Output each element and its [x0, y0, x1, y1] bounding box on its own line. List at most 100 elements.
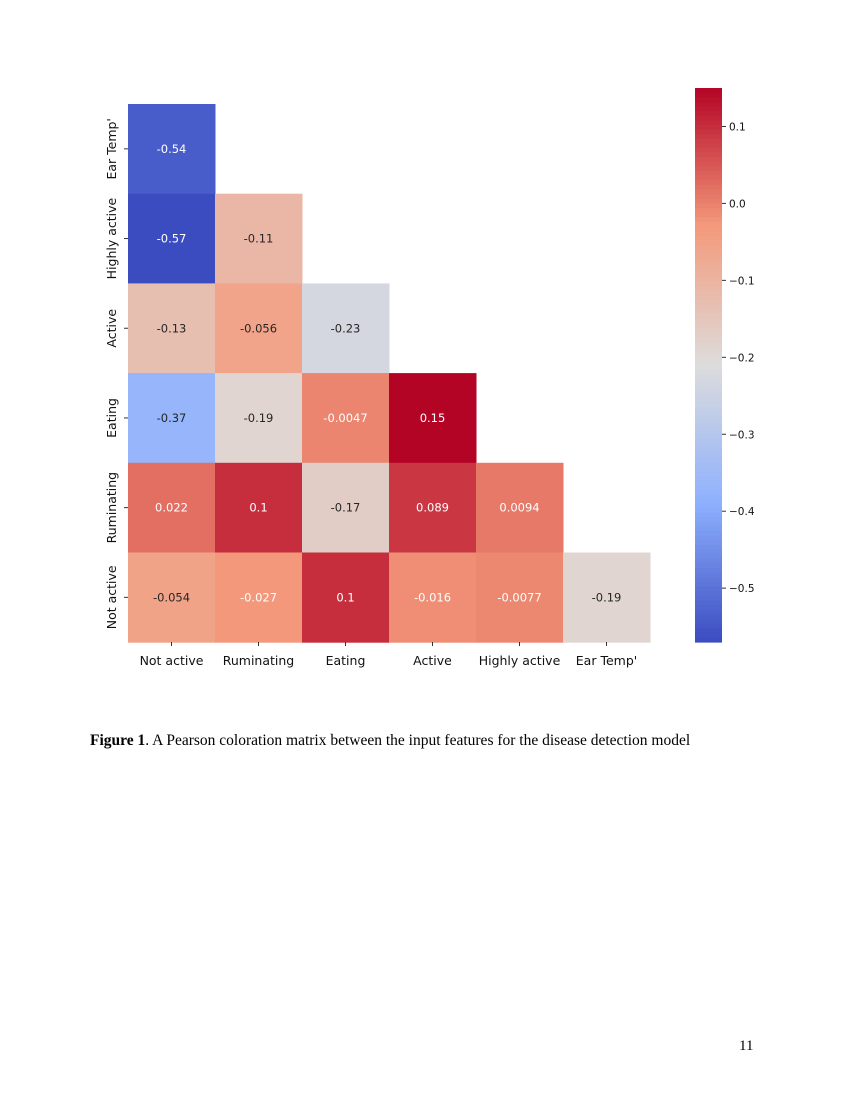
colorbar-segment — [695, 618, 722, 625]
x-tick-label: Eating — [326, 653, 366, 668]
colorbar-segment — [695, 429, 722, 435]
colorbar-segment — [695, 494, 722, 500]
colorbar-segment — [695, 623, 722, 629]
colorbar-segment — [695, 637, 722, 643]
colorbar-segment — [695, 466, 722, 472]
colorbar-segment — [695, 314, 722, 320]
cell-value-label: 0.1 — [336, 590, 354, 604]
cell-value-label: -0.027 — [240, 590, 277, 604]
x-tick-label: Ruminating — [223, 653, 295, 668]
colorbar-segment — [695, 485, 722, 491]
colorbar-segment — [695, 263, 722, 269]
colorbar-segment — [695, 189, 722, 195]
colorbar-segment — [695, 563, 722, 569]
cell-value-label: -0.19 — [244, 411, 274, 425]
colorbar-segment — [695, 166, 722, 172]
cell-value-label: -0.11 — [244, 232, 274, 246]
colorbar-segment — [695, 138, 722, 144]
heatmap-cell — [302, 462, 390, 553]
heatmap-cell — [128, 283, 216, 374]
colorbar-segment — [695, 171, 722, 177]
colorbar-segment — [695, 286, 722, 292]
heatmap-cell — [128, 552, 216, 643]
y-tick-label: Ear Temp' — [104, 118, 119, 179]
colorbar-segment — [695, 300, 722, 306]
cell-value-label: -0.054 — [153, 590, 190, 604]
colorbar-segment — [695, 558, 722, 565]
colorbar-segment — [695, 101, 722, 108]
colorbar-tick-label: 0.1 — [729, 121, 746, 133]
cell-value-label: 0.15 — [420, 411, 446, 425]
colorbar-segment — [695, 434, 722, 440]
colorbar-segment — [695, 540, 722, 546]
colorbar-segment — [695, 388, 722, 394]
colorbar-segment — [695, 438, 722, 445]
heatmap-cell — [389, 373, 477, 464]
colorbar-segment — [695, 88, 722, 94]
colorbar-segment — [695, 254, 722, 260]
colorbar-segment — [695, 281, 722, 288]
y-tick-label: Active — [104, 309, 119, 348]
colorbar-segment — [695, 323, 722, 329]
colorbar-segment — [695, 244, 722, 251]
colorbar-segment — [695, 351, 722, 357]
colorbar-segment — [695, 134, 722, 140]
colorbar-segment — [695, 406, 722, 412]
colorbar-segment — [695, 595, 722, 602]
cell-value-label: 0.089 — [416, 501, 449, 515]
colorbar-segment — [695, 632, 722, 638]
heatmap-cell — [215, 193, 303, 284]
heatmap-cell — [302, 373, 390, 464]
colorbar-tick-label: −0.2 — [729, 352, 755, 364]
colorbar-segment — [695, 235, 722, 241]
cell-value-label: -0.016 — [414, 590, 451, 604]
colorbar-segment — [695, 503, 722, 509]
colorbar-segment — [695, 521, 722, 528]
colorbar-segment — [695, 586, 722, 592]
colorbar-segment — [695, 498, 722, 505]
colorbar-segment — [695, 212, 722, 218]
y-tick-label: Ruminating — [104, 472, 119, 544]
colorbar-segment — [695, 457, 722, 463]
cell-value-label: 0.0094 — [499, 501, 539, 515]
colorbar-segment — [695, 194, 722, 200]
colorbar-segment — [695, 517, 722, 523]
heatmap-cell — [563, 552, 651, 643]
heatmap-cell — [302, 552, 390, 643]
colorbar-segment — [695, 318, 722, 325]
x-tick-label: Highly active — [479, 653, 561, 668]
heatmap-cell — [128, 462, 216, 553]
colorbar-segment — [695, 401, 722, 408]
cell-value-label: -0.056 — [240, 321, 277, 335]
colorbar-segment — [695, 591, 722, 597]
colorbar-segment — [695, 425, 722, 431]
colorbar-segment — [695, 397, 722, 403]
colorbar-segment — [695, 226, 722, 232]
colorbar-segment — [695, 272, 722, 278]
x-tick-label: Active — [413, 653, 452, 668]
colorbar-segment — [695, 115, 722, 121]
colorbar-segment — [695, 452, 722, 458]
colorbar-segment — [695, 443, 722, 449]
colorbar-tick-label: 0.0 — [729, 198, 746, 210]
colorbar-segment — [695, 471, 722, 477]
colorbar-segment — [695, 508, 722, 514]
colorbar-segment — [695, 420, 722, 426]
heatmap-cell — [128, 104, 216, 195]
colorbar-segment — [695, 568, 722, 574]
colorbar-segment — [695, 184, 722, 191]
colorbar-segment — [695, 383, 722, 389]
colorbar-segment — [695, 346, 722, 352]
colorbar-segment — [695, 92, 722, 98]
colorbar-segment — [695, 304, 722, 311]
colorbar-tick-label: −0.4 — [729, 506, 755, 518]
colorbar-segment — [695, 535, 722, 542]
x-tick-label: Not active — [140, 653, 204, 668]
colorbar-tick-label: −0.3 — [729, 429, 755, 441]
colorbar-segment — [695, 448, 722, 454]
colorbar-segment — [695, 240, 722, 246]
colorbar-segment — [695, 355, 722, 361]
heatmap-cell — [389, 552, 477, 643]
heatmap-cell — [128, 373, 216, 464]
colorbar-segment — [695, 148, 722, 154]
